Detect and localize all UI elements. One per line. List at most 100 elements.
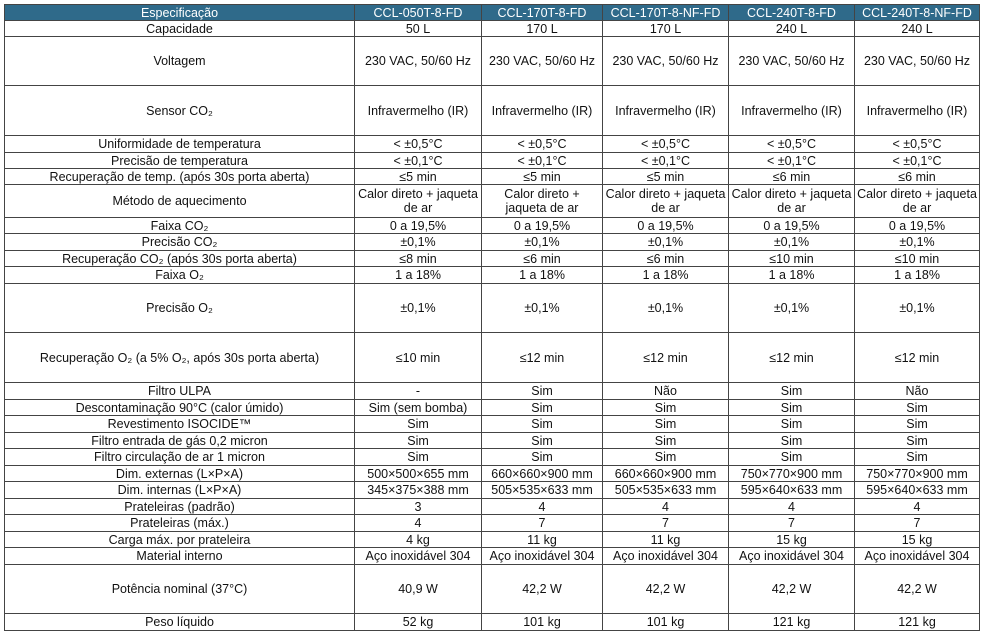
spec-label-cell: Carga máx. por prateleira: [4, 531, 355, 548]
spec-value-cell: ≤12 min: [854, 332, 980, 383]
table-row: Peso líquido 52 kg 101 kg 101 kg 121 kg 121 k…: [4, 613, 980, 631]
spec-value-cell: ±0,1%: [728, 283, 855, 333]
spec-value-cell: 240 L: [728, 20, 855, 37]
spec-value-cell: Sim: [854, 399, 980, 416]
spec-label-cell: Recuperação CO₂ (após 30s porta aberta): [4, 250, 355, 267]
spec-value-cell: 15 kg: [854, 531, 980, 548]
spec-value-cell: 7: [728, 514, 855, 532]
spec-value-cell: 170 L: [602, 20, 729, 37]
spec-value-cell: 595×640×633 mm: [854, 481, 980, 499]
spec-value-cell: < ±0,5°C: [602, 135, 729, 153]
spec-value-cell: ≤10 min: [854, 250, 980, 267]
spec-value-cell: Infravermelho (IR): [854, 85, 980, 136]
spec-label-cell: Potência nominal (37°C): [4, 564, 355, 614]
table-row: Sensor CO₂ Infravermelho (IR) Infravermelh…: [4, 85, 980, 136]
spec-value-cell: 42,2 W: [602, 564, 729, 614]
spec-value-cell: Sim: [728, 415, 855, 433]
spec-value-cell: < ±0,5°C: [854, 135, 980, 153]
header-cell-ccl-050t-8-fd: CCL-050T-8-FD: [354, 4, 482, 21]
table-row: Material interno Aço inoxidável 304 Aço in…: [4, 547, 980, 565]
spec-value-cell: 0 a 19,5%: [728, 217, 855, 234]
spec-label-cell: Filtro entrada de gás 0,2 micron: [4, 432, 355, 449]
spec-value-cell: 11 kg: [602, 531, 729, 548]
spec-value-cell: 42,2 W: [481, 564, 603, 614]
spec-value-cell: 101 kg: [481, 613, 603, 631]
spec-value-cell: 1 a 18%: [354, 266, 482, 284]
spec-value-cell: Calor direto + jaqueta de ar: [728, 184, 855, 218]
spec-value-cell: Sim: [602, 432, 729, 449]
spec-value-cell: 230 VAC, 50/60 Hz: [481, 36, 603, 86]
table-row: Recuperação de temp. (após 30s porta abe…: [4, 168, 980, 185]
spec-value-cell: ≤5 min: [481, 168, 603, 185]
spec-value-cell: -: [354, 382, 482, 400]
table-row: Precisão CO₂ ±0,1% ±0,1% ±0,1% ±0,1% ±0,1%: [4, 233, 980, 251]
spec-label-cell: Descontaminação 90°C (calor úmido): [4, 399, 355, 416]
table-row: Filtro circulação de ar 1 micron Sim Sim Si…: [4, 448, 980, 466]
spec-value-cell: ≤6 min: [854, 168, 980, 185]
header-row: Especificação CCL-050T-8-FD CCL-170T-8-F…: [4, 4, 980, 21]
spec-value-cell: Não: [602, 382, 729, 400]
spec-value-cell: ±0,1%: [602, 233, 729, 251]
spec-value-cell: ≤12 min: [728, 332, 855, 383]
spec-value-cell: Sim: [481, 448, 603, 466]
spec-value-cell: 42,2 W: [854, 564, 980, 614]
spec-value-cell: Sim: [481, 415, 603, 433]
spec-value-cell: ≤5 min: [602, 168, 729, 185]
spec-label-cell: Filtro circulação de ar 1 micron: [4, 448, 355, 466]
spec-value-cell: 1 a 18%: [854, 266, 980, 284]
spec-label-cell: Capacidade: [4, 20, 355, 37]
spec-value-cell: 750×770×900 mm: [728, 465, 855, 482]
spec-value-cell: Não: [854, 382, 980, 400]
table-row: Voltagem 230 VAC, 50/60 Hz 230 VAC, 50/60 …: [4, 36, 980, 86]
table-row: Potência nominal (37°C) 40,9 W 42,2 W 42,2 …: [4, 564, 980, 614]
spec-value-cell: ≤5 min: [354, 168, 482, 185]
spec-value-cell: Sim: [481, 399, 603, 416]
spec-value-cell: 1 a 18%: [602, 266, 729, 284]
spec-value-cell: ≤6 min: [481, 250, 603, 267]
spec-value-cell: ±0,1%: [481, 233, 603, 251]
spec-label-cell: Voltagem: [4, 36, 355, 86]
spec-value-cell: < ±0,5°C: [481, 135, 603, 153]
spec-value-cell: 660×660×900 mm: [602, 465, 729, 482]
spec-value-cell: Sim: [728, 448, 855, 466]
spec-value-cell: 4: [854, 498, 980, 515]
table-row: Revestimento ISOCIDE™ Sim Sim Sim Sim Sim: [4, 415, 980, 433]
spec-label-cell: Precisão O₂: [4, 283, 355, 333]
spec-value-cell: ±0,1%: [481, 283, 603, 333]
spec-value-cell: ±0,1%: [354, 233, 482, 251]
spec-label-cell: Método de aquecimento: [4, 184, 355, 218]
spec-value-cell: 50 L: [354, 20, 482, 37]
spec-value-cell: Aço inoxidável 304: [354, 547, 482, 565]
spec-value-cell: Sim: [602, 399, 729, 416]
spec-value-cell: 0 a 19,5%: [602, 217, 729, 234]
spec-label-cell: Prateleiras (máx.): [4, 514, 355, 532]
spec-value-cell: Infravermelho (IR): [728, 85, 855, 136]
spec-value-cell: 660×660×900 mm: [481, 465, 603, 482]
spec-value-cell: ≤12 min: [602, 332, 729, 383]
spec-value-cell: Calor direto + jaqueta de ar: [854, 184, 980, 218]
spec-value-cell: < ±0,5°C: [728, 135, 855, 153]
table-row: Dim. externas (L×P×A) 500×500×655 mm 660×6…: [4, 465, 980, 482]
spec-value-cell: 230 VAC, 50/60 Hz: [602, 36, 729, 86]
spec-label-cell: Peso líquido: [4, 613, 355, 631]
spec-label-cell: Faixa CO₂: [4, 217, 355, 234]
spec-value-cell: Aço inoxidável 304: [602, 547, 729, 565]
spec-value-cell: 4 kg: [354, 531, 482, 548]
table-row: Recuperação O₂ (a 5% O₂, após 30s porta …: [4, 332, 980, 383]
spec-value-cell: ±0,1%: [602, 283, 729, 333]
spec-value-cell: Sim (sem bomba): [354, 399, 482, 416]
spec-value-cell: ±0,1%: [354, 283, 482, 333]
table-row: Prateleiras (padrão) 3 4 4 4 4: [4, 498, 980, 515]
spec-value-cell: 3: [354, 498, 482, 515]
spec-value-cell: Sim: [354, 432, 482, 449]
spec-value-cell: Sim: [728, 399, 855, 416]
spec-value-cell: < ±0,1°C: [481, 152, 603, 169]
spec-value-cell: Sim: [854, 448, 980, 466]
spec-value-cell: ≤8 min: [354, 250, 482, 267]
spec-value-cell: 595×640×633 mm: [728, 481, 855, 499]
header-cell-ccl-240t-8-fd: CCL-240T-8-FD: [728, 4, 855, 21]
spec-value-cell: 7: [854, 514, 980, 532]
spec-value-cell: < ±0,1°C: [354, 152, 482, 169]
spec-label-cell: Sensor CO₂: [4, 85, 355, 136]
table-row: Faixa CO₂ 0 a 19,5% 0 a 19,5% 0 a 19,5% 0 a …: [4, 217, 980, 234]
